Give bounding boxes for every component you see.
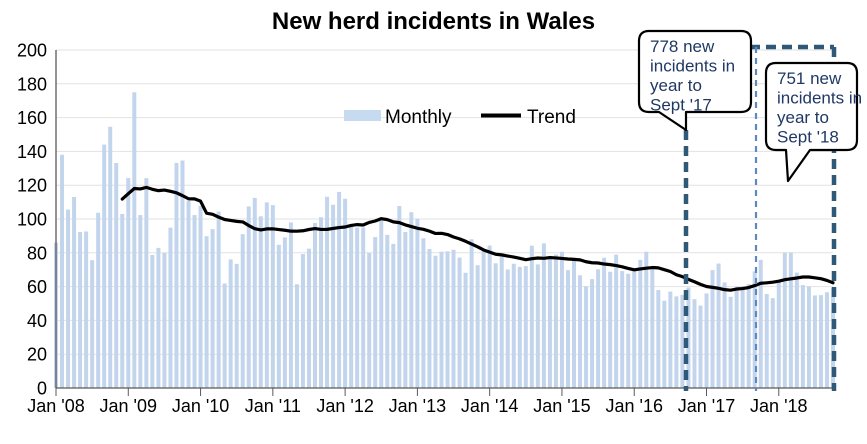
svg-text:60: 60 bbox=[27, 277, 47, 297]
svg-text:Jan '09: Jan '09 bbox=[100, 396, 157, 416]
svg-text:Jan '18: Jan '18 bbox=[750, 396, 807, 416]
svg-text:Monthly: Monthly bbox=[385, 107, 452, 128]
svg-text:778 new: 778 new bbox=[650, 37, 715, 56]
svg-text:Jan '16: Jan '16 bbox=[605, 396, 662, 416]
svg-text:Jan '10: Jan '10 bbox=[172, 396, 229, 416]
svg-text:180: 180 bbox=[17, 74, 47, 94]
svg-text:Jan '15: Jan '15 bbox=[533, 396, 590, 416]
svg-text:751 new: 751 new bbox=[777, 69, 842, 88]
svg-text:Sept '18: Sept '18 bbox=[777, 128, 839, 147]
svg-text:160: 160 bbox=[17, 108, 47, 128]
svg-text:120: 120 bbox=[17, 176, 47, 196]
svg-text:Jan '12: Jan '12 bbox=[316, 396, 373, 416]
svg-text:incidents in: incidents in bbox=[650, 57, 735, 76]
svg-text:Jan '14: Jan '14 bbox=[461, 396, 518, 416]
svg-text:Sept '17: Sept '17 bbox=[650, 96, 712, 115]
svg-text:200: 200 bbox=[17, 41, 47, 61]
svg-text:Jan '17: Jan '17 bbox=[678, 396, 735, 416]
svg-text:20: 20 bbox=[27, 345, 47, 365]
svg-text:year to: year to bbox=[650, 76, 702, 95]
svg-text:40: 40 bbox=[27, 311, 47, 331]
svg-text:year to: year to bbox=[777, 108, 829, 127]
svg-text:incidents in: incidents in bbox=[777, 89, 862, 108]
svg-text:80: 80 bbox=[27, 243, 47, 263]
svg-text:Jan '13: Jan '13 bbox=[389, 396, 446, 416]
svg-text:140: 140 bbox=[17, 142, 47, 162]
svg-text:100: 100 bbox=[17, 210, 47, 230]
svg-text:Jan '08: Jan '08 bbox=[27, 396, 84, 416]
svg-text:Trend: Trend bbox=[527, 107, 576, 128]
svg-text:Jan '11: Jan '11 bbox=[245, 396, 301, 416]
